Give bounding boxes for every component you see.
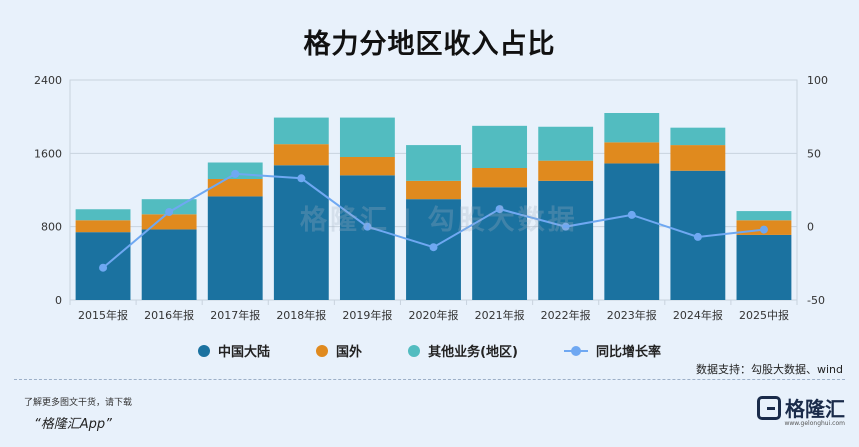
bar-other: [339, 117, 395, 157]
bar-overseas: [207, 179, 263, 197]
growth-point: [693, 232, 702, 241]
legend-item-other: 其他业务(地区): [408, 341, 518, 360]
x-tick-label: 2018年报: [276, 308, 326, 322]
footer-app-name: “格隆汇App”: [34, 417, 112, 432]
x-tick-label: 2015年报: [78, 308, 128, 322]
legend-label-other: 其他业务(地区): [428, 345, 518, 360]
bar-overseas: [538, 160, 594, 181]
x-tick-label: 2020年报: [409, 308, 459, 322]
legend-item-mainland: 中国大陆: [198, 341, 270, 360]
bar-other: [538, 126, 594, 161]
y-left-tick-label: 0: [55, 294, 62, 307]
x-tick-label: 2025中报: [739, 308, 789, 322]
bar-mainland: [472, 187, 528, 300]
bar-mainland: [538, 180, 594, 300]
growth-point: [561, 222, 570, 231]
bar-mainland: [141, 229, 197, 300]
legend-item-overseas: 国外: [316, 341, 362, 360]
x-tick-label: 2021年报: [475, 308, 525, 322]
brand-logo-icon: [757, 395, 781, 420]
bar-mainland: [339, 175, 395, 300]
bar-other: [406, 145, 461, 181]
growth-point: [627, 210, 636, 219]
x-tick-label: 2022年报: [541, 308, 591, 322]
y-right-tick-label: -50: [807, 294, 825, 307]
chart-legend: 中国大陆 国外 其他业务(地区) 同比增长率: [0, 341, 859, 360]
bar-mainland: [207, 196, 263, 300]
bar-overseas: [141, 214, 197, 230]
bar-mainland: [604, 163, 660, 300]
y-left-tick-label: 1600: [34, 147, 62, 160]
x-tick-label: 2023年报: [607, 308, 657, 322]
growth-point: [429, 243, 438, 252]
chart-title: 格力分地区收入占比: [303, 29, 556, 60]
x-tick-label: 2016年报: [144, 308, 194, 322]
legend-marker-overseas: [316, 344, 329, 357]
bar-other: [604, 113, 660, 143]
y-right-tick-label: 100: [807, 74, 828, 87]
bar-other: [736, 211, 792, 221]
growth-point: [759, 225, 768, 234]
legend-marker-mainland: [198, 344, 211, 357]
bar-overseas: [339, 157, 395, 176]
legend-label-overseas: 国外: [336, 345, 363, 360]
brand-url: www.gelonghui.com: [784, 420, 845, 427]
y-right-tick-label: 0: [807, 221, 814, 234]
bar-overseas: [472, 168, 528, 188]
legend-marker-growth: [563, 345, 588, 357]
growth-point: [99, 263, 108, 272]
bar-overseas: [604, 142, 660, 164]
bar-overseas: [670, 145, 726, 171]
x-tick-label: 2017年报: [210, 308, 260, 322]
bar-mainland: [736, 234, 792, 300]
x-tick-label: 2019年报: [342, 308, 392, 322]
y-left-tick-label: 2400: [34, 74, 62, 87]
legend-label-mainland: 中国大陆: [218, 345, 271, 360]
x-tick-label: 2024年报: [673, 308, 723, 322]
legend-item-growth: 同比增长率: [563, 341, 661, 360]
bar-other: [273, 117, 329, 145]
brand-name: 格隆汇: [785, 397, 845, 421]
bar-other: [670, 127, 726, 146]
growth-point: [363, 222, 372, 231]
growth-point: [495, 205, 504, 214]
bar-other: [75, 209, 131, 221]
growth-point: [231, 169, 240, 178]
chart-canvas: 0 800 1600 2400 -50 0 50 100 2015年报 2016年报 2017年报 2…: [34, 74, 828, 322]
legend-marker-other: [408, 344, 421, 357]
growth-point: [297, 174, 306, 183]
bar-overseas: [75, 220, 131, 233]
bar-overseas: [406, 180, 461, 200]
bar-mainland: [273, 165, 329, 300]
footer-note: 了解更多图文干货，请下载: [24, 398, 133, 408]
bar-other: [472, 125, 528, 168]
y-left-tick-label: 800: [41, 221, 62, 234]
bar-overseas: [273, 144, 329, 166]
brand-logo: 格隆汇: [757, 393, 845, 422]
y-right-tick-label: 50: [807, 147, 821, 160]
growth-point: [165, 208, 174, 216]
footer-divider: [14, 379, 845, 380]
data-source: 数据支持：勾股大数据、wind: [695, 363, 843, 376]
legend-label-growth: 同比增长率: [595, 345, 661, 360]
